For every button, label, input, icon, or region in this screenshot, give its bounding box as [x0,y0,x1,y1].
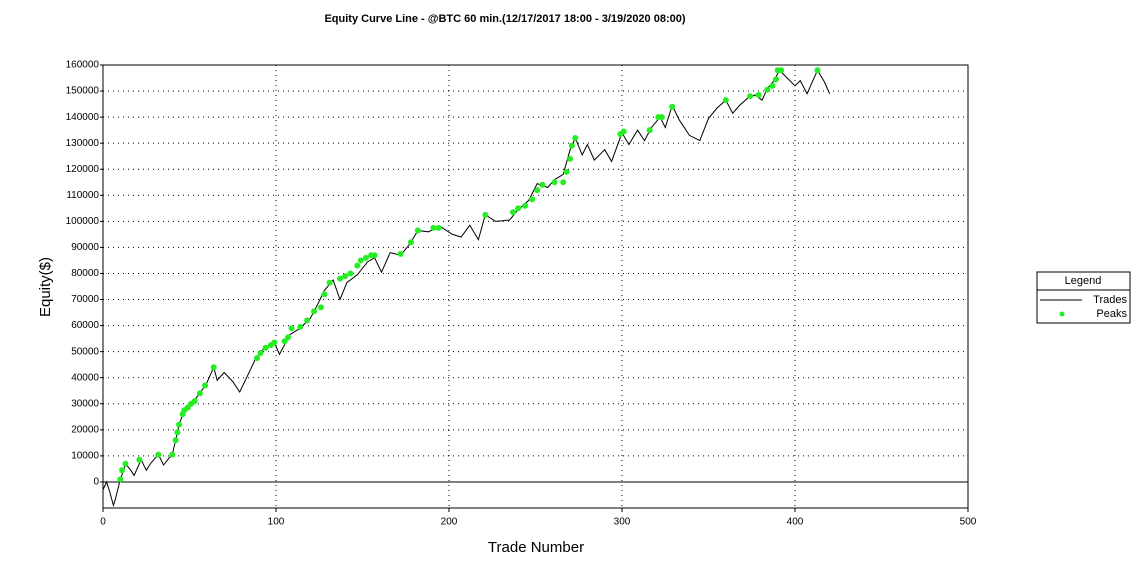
peak-point [560,179,567,186]
chart-title: Equity Curve Line - @BTC 60 min.(12/17/2… [324,13,685,25]
peak-point [184,404,191,411]
x-tick-label: 200 [441,517,458,528]
y-tick-label: 90000 [71,242,99,253]
peak-point [288,325,295,332]
peak-point [414,227,421,234]
peak-point [202,382,209,389]
peak-point [172,437,179,444]
y-tick-label: 140000 [66,112,100,123]
x-tick-label: 100 [268,517,285,528]
peak-point [769,82,776,89]
peak-point [510,209,517,216]
peak-point [262,344,269,351]
peak-point [311,308,318,315]
peak-point [337,275,344,282]
peak-point [285,334,292,341]
peak-point [747,93,754,100]
peak-point [646,127,653,134]
peak-point [529,196,536,203]
peak-point [257,349,264,356]
peak-point [174,429,181,436]
peak-point [522,202,529,209]
y-tick-label: 20000 [71,424,99,435]
peak-point [347,270,354,277]
peak-point [169,451,176,458]
peak-point [567,155,574,162]
y-tick-label: 10000 [71,451,99,462]
legend-box [1036,271,1131,324]
y-tick-label: 150000 [66,86,100,97]
peak-point [271,339,278,346]
y-tick-label: 40000 [71,372,99,383]
x-tick-label: 0 [100,517,106,528]
peak-point [317,304,324,311]
y-axis-label: Equity($) [37,257,54,317]
peak-point [321,291,328,298]
x-tick-label: 500 [960,517,977,528]
y-tick-label: 80000 [71,268,99,279]
y-tick-label: 50000 [71,346,99,357]
peak-point [764,86,771,93]
y-tick-label: 70000 [71,294,99,305]
peak-point [430,224,437,231]
x-axis-label: Trade Number [488,539,584,556]
peak-point [253,355,260,362]
peak-point [482,211,489,218]
x-tick-label: 300 [614,517,631,528]
peak-point [354,262,361,269]
peak-point [563,168,570,175]
y-tick-label: 60000 [71,320,99,331]
peak-point [357,257,364,264]
peak-point [435,224,442,231]
peak-point [778,67,785,74]
peak-point [326,279,333,286]
peak-point [572,134,579,141]
y-tick-label: 130000 [66,138,100,149]
peak-point [814,67,821,74]
peak-point [772,76,779,83]
y-tick-label: 0 [93,477,99,488]
peak-point [515,205,522,212]
peak-point [155,451,162,458]
peak-point [136,456,143,463]
peak-point [755,91,762,98]
peak-point [407,239,414,246]
legend-title: Legend [1065,275,1102,287]
legend-swatch [1059,311,1065,317]
peak-point [119,467,126,474]
peak-point [281,338,288,345]
y-tick-label: 120000 [66,164,100,175]
peak-point [122,460,129,467]
peak-point [362,254,369,261]
y-tick-label: 100000 [66,216,100,227]
peak-point [342,273,349,280]
peak-point [534,187,541,194]
peak-point [568,142,575,149]
peak-point [371,252,378,259]
peak-point [176,421,183,428]
legend: Legend Trades Peaks [1036,271,1131,324]
peak-point [196,390,203,397]
peak-point [210,364,217,371]
peak-point [539,181,546,188]
peak-point [191,398,198,405]
legend-label: Trades [1093,294,1127,306]
peak-point [620,128,627,135]
peak-point [669,103,676,110]
peak-point [722,97,729,104]
plot-area [102,64,969,509]
y-tick-label: 30000 [71,398,99,409]
y-tick-label: 110000 [66,190,99,201]
peak-point [304,317,311,324]
peak-point [551,179,558,186]
y-tick-label: 160000 [66,60,100,71]
peak-point [397,250,404,257]
peak-point [658,114,665,121]
peak-point [117,476,124,483]
x-tick-label: 400 [787,517,804,528]
peak-point [297,323,304,330]
legend-label: Peaks [1096,308,1127,320]
